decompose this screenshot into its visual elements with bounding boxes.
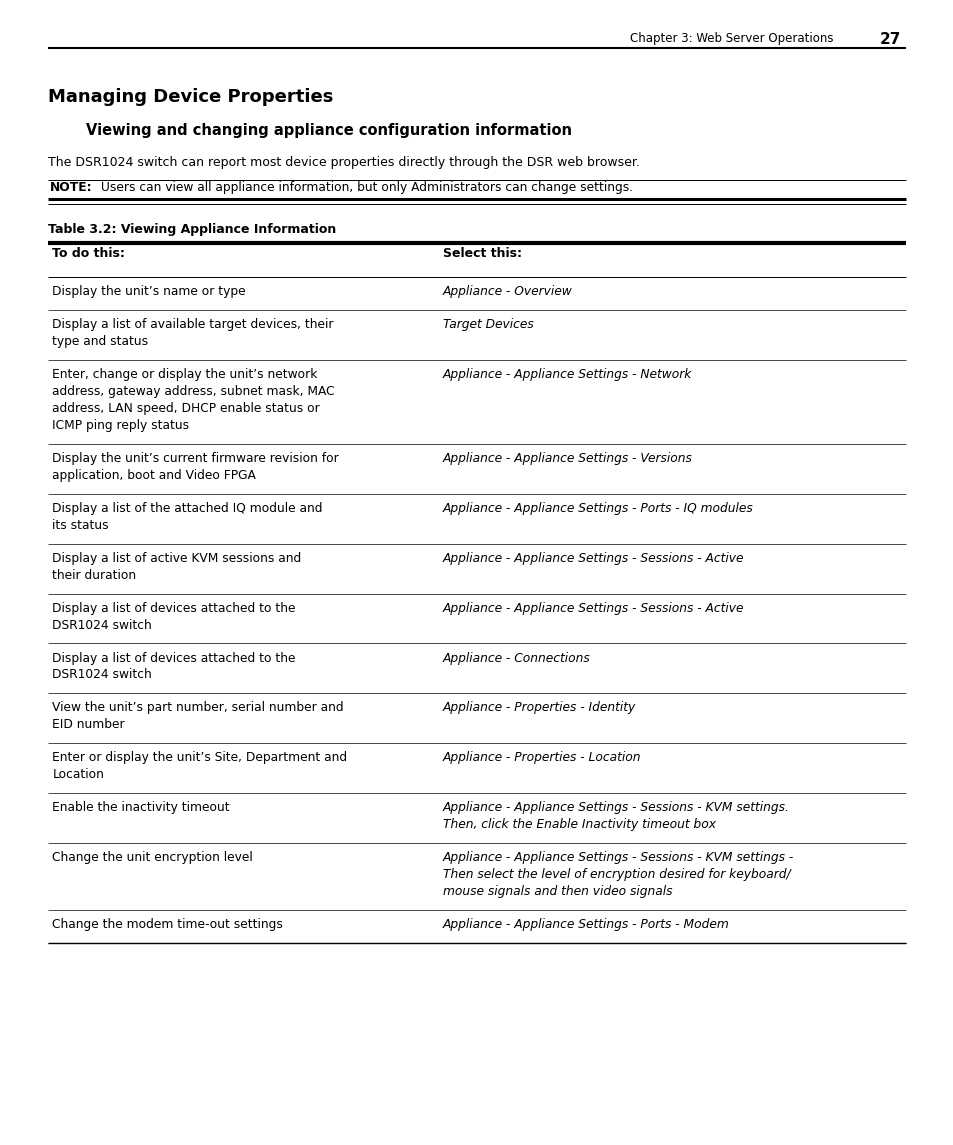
Text: Then, click the Enable Inactivity timeout box: Then, click the Enable Inactivity timeou… <box>442 819 716 831</box>
Text: Appliance - Properties - Location: Appliance - Properties - Location <box>442 751 641 765</box>
Text: Display the unit’s current firmware revision for: Display the unit’s current firmware revi… <box>52 452 339 465</box>
Text: Appliance - Appliance Settings - Sessions - KVM settings.: Appliance - Appliance Settings - Session… <box>442 802 789 814</box>
Text: address, LAN speed, DHCP enable status or: address, LAN speed, DHCP enable status o… <box>52 402 320 414</box>
Text: Enter or display the unit’s Site, Department and: Enter or display the unit’s Site, Depart… <box>52 751 347 765</box>
Text: Appliance - Appliance Settings - Ports - Modem: Appliance - Appliance Settings - Ports -… <box>442 918 729 931</box>
Text: Appliance - Connections: Appliance - Connections <box>442 652 590 664</box>
Text: Viewing and changing appliance configuration information: Viewing and changing appliance configura… <box>86 123 571 137</box>
Text: Appliance - Properties - Identity: Appliance - Properties - Identity <box>442 702 636 714</box>
Text: Then select the level of encryption desired for keyboard/: Then select the level of encryption desi… <box>442 868 790 882</box>
Text: EID number: EID number <box>52 718 125 732</box>
Text: Managing Device Properties: Managing Device Properties <box>48 88 333 106</box>
Text: Enable the inactivity timeout: Enable the inactivity timeout <box>52 802 230 814</box>
Text: mouse signals and then video signals: mouse signals and then video signals <box>442 885 672 898</box>
Text: Display the unit’s name or type: Display the unit’s name or type <box>52 285 246 298</box>
Text: Table 3.2: Viewing Appliance Information: Table 3.2: Viewing Appliance Information <box>48 223 335 236</box>
Text: DSR1024 switch: DSR1024 switch <box>52 669 152 681</box>
Text: Appliance - Appliance Settings - Sessions - Active: Appliance - Appliance Settings - Session… <box>442 552 744 564</box>
Text: Change the modem time-out settings: Change the modem time-out settings <box>52 918 283 931</box>
Text: Appliance - Appliance Settings - Network: Appliance - Appliance Settings - Network <box>442 368 692 381</box>
Text: Display a list of the attached IQ module and: Display a list of the attached IQ module… <box>52 502 323 515</box>
Text: Users can view all appliance information, but only Administrators can change set: Users can view all appliance information… <box>97 181 633 194</box>
Text: application, boot and Video FPGA: application, boot and Video FPGA <box>52 468 256 482</box>
Text: their duration: their duration <box>52 569 136 582</box>
Text: Appliance - Appliance Settings - Versions: Appliance - Appliance Settings - Version… <box>442 452 692 465</box>
Text: Location: Location <box>52 768 104 781</box>
Text: address, gateway address, subnet mask, MAC: address, gateway address, subnet mask, M… <box>52 385 335 398</box>
Text: Chapter 3: Web Server Operations: Chapter 3: Web Server Operations <box>629 32 832 45</box>
Text: Display a list of available target devices, their: Display a list of available target devic… <box>52 318 334 331</box>
Text: View the unit’s part number, serial number and: View the unit’s part number, serial numb… <box>52 702 344 714</box>
Text: 27: 27 <box>879 32 900 47</box>
Text: Display a list of devices attached to the: Display a list of devices attached to th… <box>52 652 295 664</box>
Text: Appliance - Overview: Appliance - Overview <box>442 285 573 298</box>
Text: Display a list of active KVM sessions and: Display a list of active KVM sessions an… <box>52 552 301 564</box>
Text: ICMP ping reply status: ICMP ping reply status <box>52 419 190 432</box>
Text: To do this:: To do this: <box>52 247 125 260</box>
Text: its status: its status <box>52 519 109 531</box>
Text: Display a list of devices attached to the: Display a list of devices attached to th… <box>52 601 295 615</box>
Text: type and status: type and status <box>52 335 149 348</box>
Text: Select this:: Select this: <box>442 247 521 260</box>
Text: Appliance - Appliance Settings - Sessions - Active: Appliance - Appliance Settings - Session… <box>442 601 744 615</box>
Text: Change the unit encryption level: Change the unit encryption level <box>52 851 253 864</box>
Text: Appliance - Appliance Settings - Sessions - KVM settings -: Appliance - Appliance Settings - Session… <box>442 851 794 864</box>
Text: DSR1024 switch: DSR1024 switch <box>52 618 152 632</box>
Text: Target Devices: Target Devices <box>442 318 534 331</box>
Text: NOTE:: NOTE: <box>50 181 92 194</box>
Text: Enter, change or display the unit’s network: Enter, change or display the unit’s netw… <box>52 368 317 381</box>
Text: The DSR1024 switch can report most device properties directly through the DSR we: The DSR1024 switch can report most devic… <box>48 156 639 168</box>
Text: Appliance - Appliance Settings - Ports - IQ modules: Appliance - Appliance Settings - Ports -… <box>442 502 753 515</box>
